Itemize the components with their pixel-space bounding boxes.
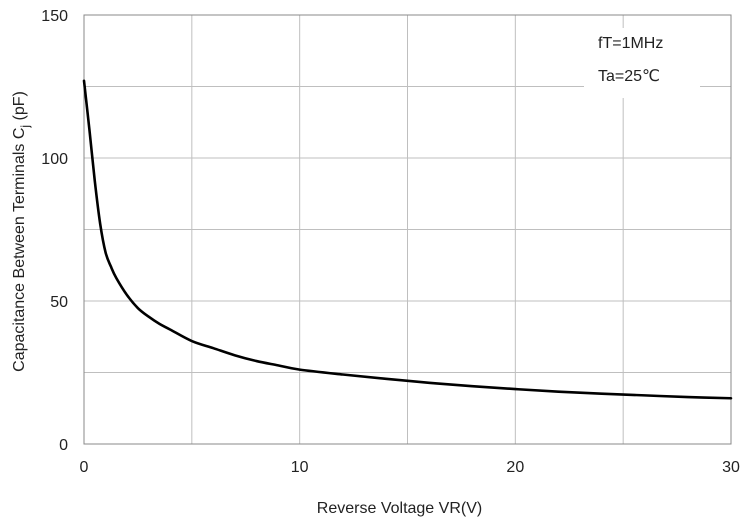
x-tick-label: 0	[80, 459, 89, 476]
y-axis-title-main: Capacitance Between Terminals C	[11, 128, 28, 372]
y-axis-title-unit: (pF)	[11, 91, 28, 125]
y-axis-ticks: 0 50 100 150	[41, 8, 68, 454]
y-tick-label: 100	[41, 151, 68, 168]
x-tick-label: 30	[722, 459, 740, 476]
plot-frame	[83, 14, 732, 445]
annotation-frequency: fT=1MHz	[598, 35, 663, 52]
y-tick-label: 0	[59, 437, 68, 454]
y-axis-title: Capacitance Between Terminals Cj (pF)	[11, 91, 32, 372]
y-axis-title-subscript: j	[18, 125, 32, 129]
capacitance-curve	[82, 79, 733, 400]
x-tick-label: 20	[506, 459, 524, 476]
y-tick-label: 50	[50, 294, 68, 311]
x-axis-ticks: 0 10 20 30	[80, 459, 740, 476]
annotation-background	[584, 28, 700, 98]
annotation-box: fT=1MHz Ta=25℃	[584, 28, 700, 98]
y-tick-label: 150	[41, 8, 68, 25]
annotation-temperature: Ta=25℃	[598, 68, 660, 85]
x-axis-title: Reverse Voltage VR(V)	[317, 500, 482, 517]
x-tick-label: 10	[291, 459, 309, 476]
